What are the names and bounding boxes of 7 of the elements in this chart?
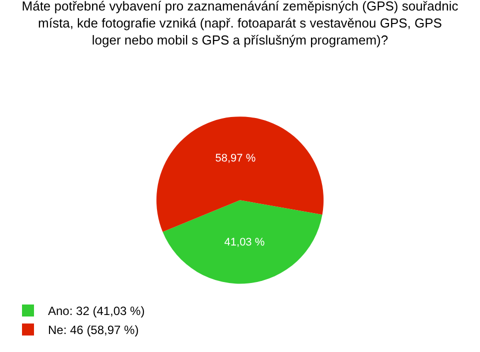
pie-slice <box>156 116 324 232</box>
data-label: 41,03 % <box>224 236 265 249</box>
data-label: 58,97 % <box>215 152 256 165</box>
legend-label: Ano: 32 (41,03 %) <box>48 304 145 318</box>
chart-title: Máte potřebné vybavení pro zaznamenávání zeměpisných (GPS) souřadnic místa, kde fotografie vzniká (např. fotoaparát s vestavěnou GPS, GPS loger nebo mobil s GPS a příslušným programem)? <box>22 0 459 48</box>
pie-slice <box>162 200 322 284</box>
legend-label: Ne: 46 (58,97 %) <box>48 323 139 338</box>
